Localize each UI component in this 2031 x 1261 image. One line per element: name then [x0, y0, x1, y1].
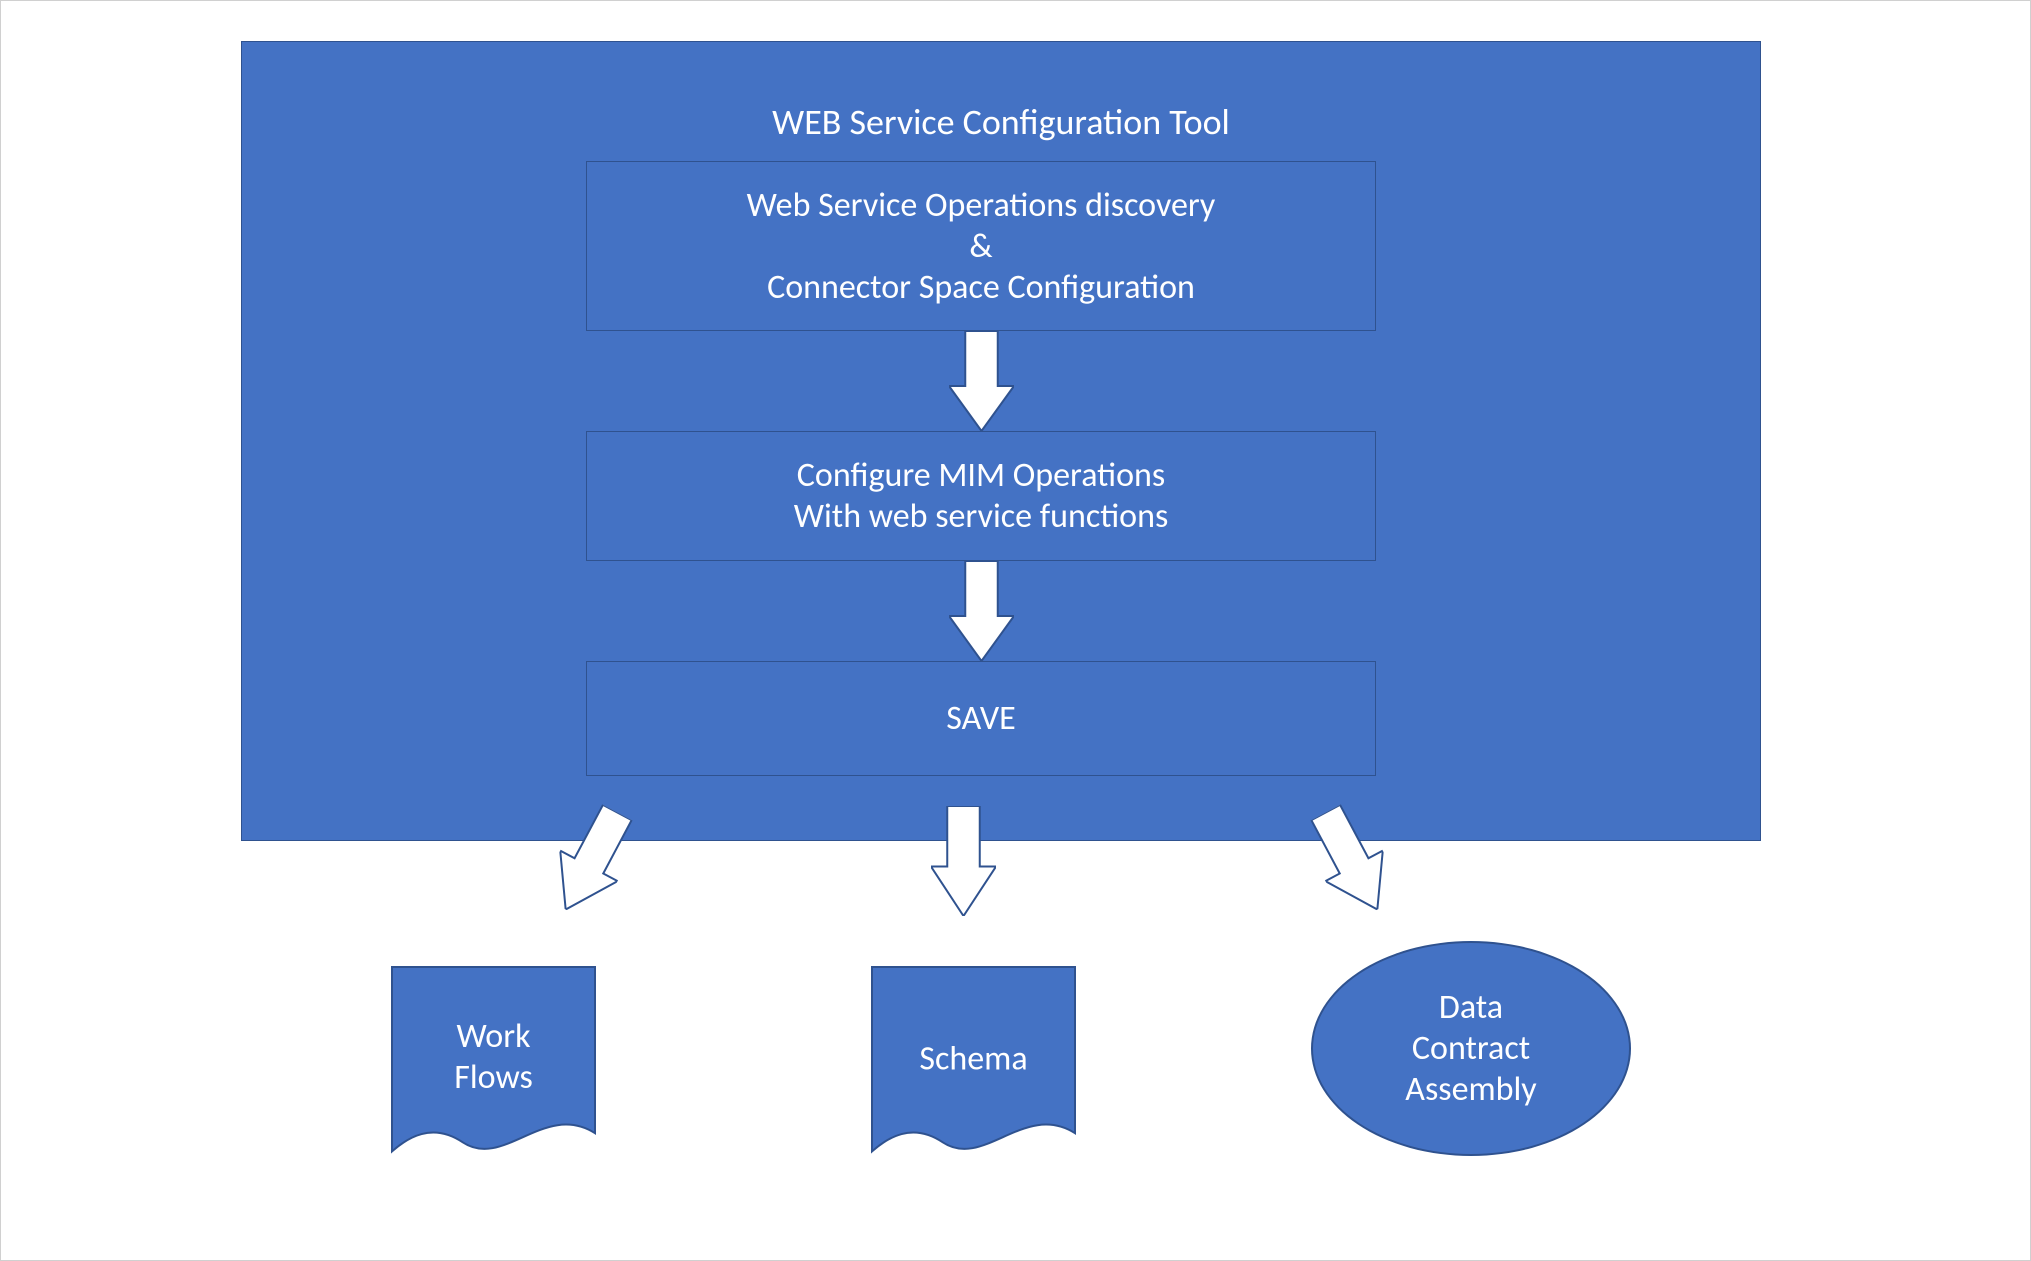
step-box-line: Configure MIM Operations: [797, 455, 1165, 496]
output-data_contract: DataContractAssembly: [1311, 941, 1631, 1156]
arrow-down-icon: [949, 561, 1014, 661]
step-box-discovery: Web Service Operations discovery&Connect…: [586, 161, 1376, 331]
output-label: Schema: [871, 1038, 1076, 1079]
output-label: WorkFlows: [391, 1016, 596, 1098]
output-schema: Schema: [871, 966, 1076, 1156]
step-box-configure: Configure MIM OperationsWith web service…: [586, 431, 1376, 561]
step-box-line: &: [969, 226, 992, 267]
step-box-line: With web service functions: [794, 496, 1169, 537]
output-workflows: WorkFlows: [391, 966, 596, 1156]
step-box-line: Connector Space Configuration: [767, 267, 1195, 308]
main-title: WEB Service Configuration Tool: [242, 100, 1760, 144]
arrow-diag-icon: [931, 806, 996, 916]
diagram-canvas: WEB Service Configuration Tool Web Servi…: [0, 0, 2031, 1261]
arrow-down-icon: [949, 331, 1014, 431]
output-label: DataContractAssembly: [1405, 987, 1536, 1110]
step-box-save: SAVE: [586, 661, 1376, 776]
step-box-line: SAVE: [946, 698, 1015, 739]
step-box-line: Web Service Operations discovery: [747, 185, 1216, 226]
